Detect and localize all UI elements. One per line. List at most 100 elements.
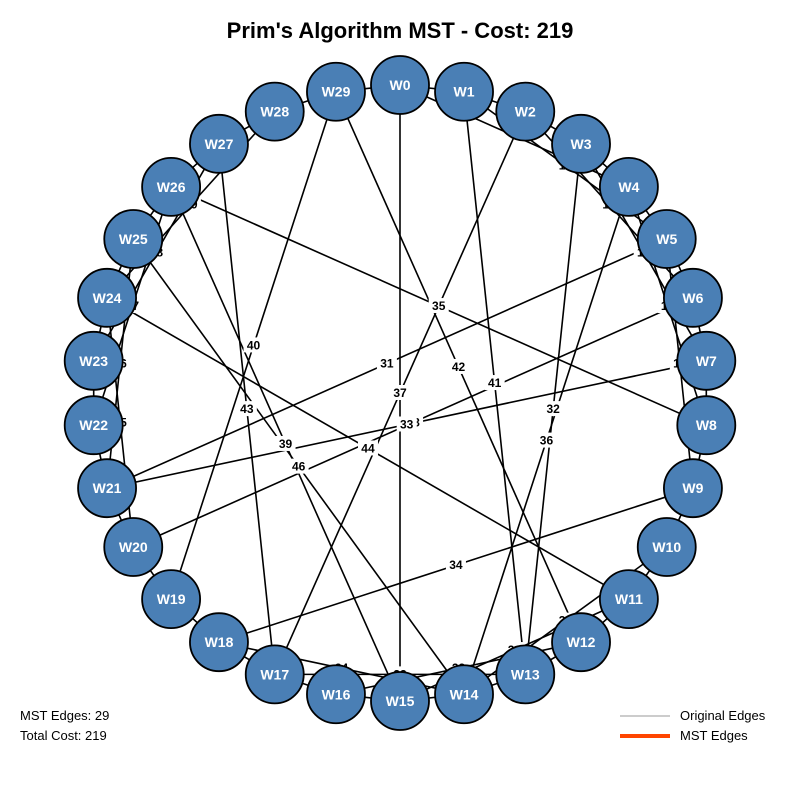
- edge-label: 33: [400, 417, 414, 431]
- node-w1: W1: [434, 61, 494, 122]
- node-label: W9: [682, 480, 703, 496]
- node-w13: W13: [495, 644, 556, 705]
- node-circle: [370, 671, 430, 731]
- edge-label-bg: [543, 401, 564, 417]
- node-circle: [141, 157, 202, 217]
- node-w4: W4: [598, 157, 659, 217]
- node-w23: W23: [63, 330, 124, 391]
- edge-label-bg: [357, 440, 378, 456]
- node-w8: W8: [676, 395, 737, 456]
- node-circle: [495, 644, 556, 705]
- node-label: W10: [652, 539, 681, 555]
- node-w10: W10: [636, 517, 697, 577]
- legend-label-original: Original Edges: [680, 708, 766, 723]
- edge-label-bg: [236, 401, 257, 417]
- node-circle: [103, 517, 164, 577]
- node-w7: W7: [676, 330, 737, 391]
- node-circle: [495, 81, 556, 142]
- node-label: W16: [322, 686, 351, 702]
- mst-edges-stat: MST Edges: 29: [20, 708, 109, 723]
- edge-label: 39: [279, 437, 293, 451]
- node-circle: [551, 612, 611, 673]
- node-label: W26: [157, 179, 186, 195]
- edge-label: 31: [380, 357, 394, 371]
- node-w9: W9: [663, 458, 723, 519]
- node-circle: [306, 61, 366, 122]
- edge-label-bg: [445, 557, 466, 573]
- node-circle: [636, 209, 697, 269]
- node-label: W14: [450, 686, 479, 702]
- node-label: W13: [511, 666, 540, 682]
- node-circle: [306, 664, 366, 725]
- node-circle: [663, 458, 723, 519]
- edge-label: 40: [247, 338, 261, 352]
- node-label: W29: [322, 84, 351, 100]
- legend-label-mst: MST Edges: [680, 728, 748, 743]
- node-label: W27: [205, 136, 234, 152]
- node-w27: W27: [189, 113, 249, 174]
- node-circle: [244, 81, 305, 142]
- node-label: W0: [390, 77, 411, 93]
- node-w16: W16: [306, 664, 366, 725]
- node-w26: W26: [141, 157, 202, 217]
- node-label: W20: [119, 539, 148, 555]
- edge-label: 32: [546, 402, 560, 416]
- node-circle: [77, 458, 137, 519]
- node-w17: W17: [244, 644, 305, 705]
- node-w3: W3: [551, 113, 611, 174]
- node-w2: W2: [495, 81, 556, 142]
- node-label: W25: [119, 231, 148, 247]
- node-label: W7: [696, 353, 717, 369]
- edge-labels-layer: 1516171819202122232425262728293041373236…: [110, 157, 690, 682]
- edge-label-bg: [243, 337, 264, 353]
- node-label: W1: [454, 84, 475, 100]
- node-circle: [676, 330, 737, 391]
- node-w0: W0: [370, 55, 430, 115]
- node-label: W22: [79, 417, 108, 433]
- node-label: W23: [79, 353, 108, 369]
- node-label: W2: [515, 104, 536, 120]
- edge-label-bg: [390, 385, 410, 400]
- node-circle: [103, 209, 164, 269]
- node-circle: [598, 157, 659, 217]
- node-circle: [434, 61, 494, 122]
- node-label: W15: [386, 693, 415, 709]
- node-label: W4: [618, 179, 639, 195]
- node-label: W24: [93, 290, 122, 306]
- edge-label-bg: [288, 458, 309, 474]
- node-circle: [63, 330, 124, 391]
- nodes-layer: W0 W1 W2 W3 W4 W5 W6 W7 W8 W9 W10 W11 W12 W13 W14 W15 W1…: [63, 55, 737, 731]
- node-label: W18: [205, 634, 234, 650]
- node-w14: W14: [434, 664, 494, 725]
- node-w24: W24: [77, 267, 137, 328]
- total-cost-value: 219: [85, 728, 107, 743]
- node-circle: [189, 113, 249, 174]
- total-cost-label: Total Cost:: [20, 728, 82, 743]
- edge-label: 36: [540, 434, 554, 448]
- node-w6: W6: [663, 267, 723, 328]
- legend-swatch-original: [620, 714, 670, 717]
- edge-label-bg: [275, 435, 296, 451]
- node-circle: [244, 644, 305, 705]
- node-w18: W18: [189, 612, 249, 673]
- node-w25: W25: [103, 209, 164, 269]
- node-circle: [189, 612, 249, 673]
- node-circle: [434, 664, 494, 725]
- node-w29: W29: [306, 61, 366, 122]
- node-circle: [598, 569, 659, 629]
- total-cost-stat: Total Cost: 219: [20, 728, 107, 743]
- edge-label: 46: [292, 460, 306, 474]
- node-circle: [141, 569, 202, 629]
- legend-mst-edges: MST Edges: [620, 728, 748, 743]
- edge-label: 44: [361, 441, 375, 455]
- edge-label-bg: [396, 416, 417, 432]
- chart-title: Prim's Algorithm MST - Cost: 219: [226, 18, 574, 43]
- legend-original-edges: Original Edges: [620, 708, 765, 723]
- node-label: W6: [682, 290, 703, 306]
- node-label: W21: [93, 480, 122, 496]
- mst-edges-label: MST Edges:: [20, 708, 92, 723]
- edge-label-bg: [428, 298, 449, 314]
- node-w11: W11: [598, 569, 659, 629]
- legend-swatch-mst: [620, 733, 670, 738]
